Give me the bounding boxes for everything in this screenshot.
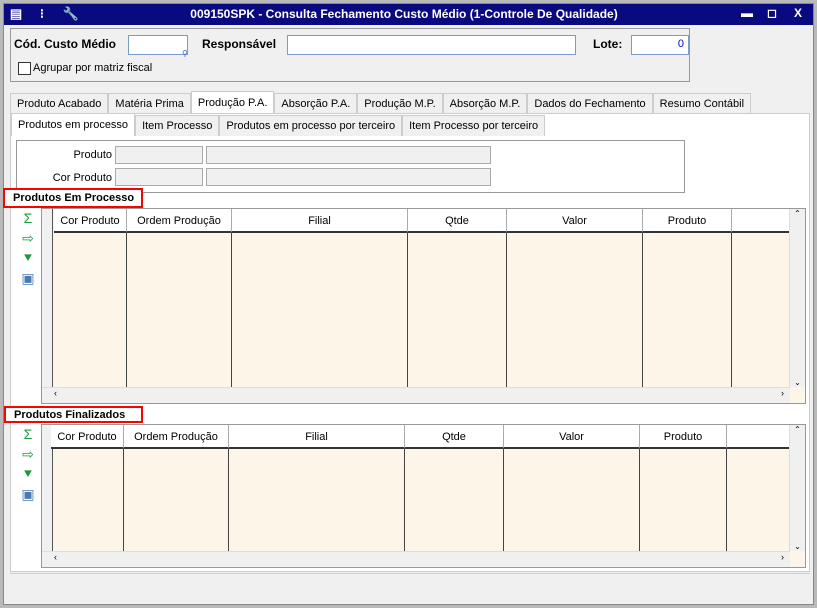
agrupar-label: Agrupar por matriz fiscal	[33, 62, 153, 74]
wrench-icon[interactable]: 🔧	[62, 6, 80, 21]
tab-5[interactable]: Absorção M.P.	[442, 93, 528, 114]
subtab-0[interactable]: Produtos em processo	[11, 113, 136, 136]
tab-6[interactable]: Dados do Fechamento	[527, 93, 653, 114]
column-header[interactable]: Ordem Produção	[124, 425, 229, 449]
subtab-3[interactable]: Item Processo por terceiro	[402, 115, 546, 136]
produto-desc-field[interactable]	[206, 146, 491, 164]
column-header[interactable]: Cor Produto	[54, 209, 127, 233]
lote-label: Lote:	[593, 37, 623, 51]
column-header[interactable]: Produto	[643, 209, 732, 233]
produto-label: Produto	[73, 149, 112, 161]
column-header-empty	[732, 209, 790, 233]
header-panel: Cód. Custo Médio ⚲ Responsável Lote: 0 A…	[10, 28, 690, 82]
tab-2[interactable]: Produção P.A.	[190, 91, 275, 114]
column-header[interactable]: Valor	[504, 425, 640, 449]
column-divider	[640, 449, 727, 551]
subtab-2[interactable]: Produtos em processo por terceiro	[219, 115, 403, 136]
download-icon[interactable]: ⯆	[22, 250, 34, 266]
tab-3[interactable]: Absorção P.A.	[274, 93, 358, 114]
export-icon[interactable]: ⇨	[22, 446, 34, 462]
responsavel-label: Responsável	[202, 37, 277, 51]
column-divider	[504, 449, 640, 551]
column-header[interactable]: Produto	[640, 425, 727, 449]
tab-1[interactable]: Matéria Prima	[108, 93, 191, 114]
cod-custo-label: Cód. Custo Médio	[14, 37, 116, 51]
close-button[interactable]: X	[793, 6, 802, 20]
maximize-button[interactable]: ◻	[767, 6, 777, 20]
column-divider	[54, 233, 127, 387]
row-indicator	[42, 425, 53, 551]
row-indicator	[42, 209, 53, 387]
image-icon[interactable]: ▣	[21, 486, 35, 502]
grid1-title: Produtos Em Processo	[3, 188, 143, 208]
cor-code-field[interactable]	[115, 168, 203, 186]
column-header[interactable]: Qtde	[408, 209, 507, 233]
window-title: 009150SPK - Consulta Fechamento Custo Mé…	[190, 7, 618, 21]
lote-input[interactable]: 0	[631, 35, 689, 55]
column-header[interactable]: Cor Produto	[51, 425, 124, 449]
column-header-empty	[727, 425, 790, 449]
minimize-button[interactable]: ▬	[741, 6, 753, 20]
horizontal-scrollbar[interactable]: ‹ ›	[42, 387, 790, 403]
grid2-title: Produtos Finalizados	[4, 406, 143, 423]
title-bar: ▤ ⁝ 🔧 009150SPK - Consulta Fechamento Cu…	[4, 4, 813, 25]
sum-icon[interactable]: Σ	[23, 426, 33, 442]
column-divider	[643, 233, 732, 387]
vertical-scrollbar[interactable]: ⌃ ⌄	[789, 425, 805, 551]
cod-custo-input[interactable]	[128, 35, 188, 55]
tab-0[interactable]: Produto Acabado	[10, 93, 109, 114]
cor-produto-label: Cor Produto	[52, 172, 112, 184]
grid2: Cor Produto Ordem Produção Filial Qtde Valor…	[41, 424, 806, 568]
filter-panel: Produto Cor Produto	[16, 140, 685, 193]
tab-4[interactable]: Produção M.P.	[357, 93, 443, 114]
tab-7[interactable]: Resumo Contábil	[652, 93, 752, 114]
cor-desc-field[interactable]	[206, 168, 491, 186]
column-divider	[232, 233, 408, 387]
search-icon[interactable]: ⚲	[182, 49, 188, 58]
produto-code-field[interactable]	[115, 146, 203, 164]
subtab-1[interactable]: Item Processo	[135, 115, 220, 136]
column-header[interactable]: Filial	[232, 209, 408, 233]
vertical-scrollbar[interactable]: ⌃ ⌄	[789, 209, 805, 387]
column-header[interactable]: Filial	[229, 425, 405, 449]
responsavel-input[interactable]	[287, 35, 576, 55]
column-divider	[127, 233, 232, 387]
status-bar	[10, 573, 810, 600]
column-divider	[405, 449, 504, 551]
column-divider	[229, 449, 405, 551]
traffic-light-icon[interactable]: ⁝	[39, 6, 45, 21]
column-divider	[507, 233, 643, 387]
sum-icon[interactable]: Σ	[23, 210, 33, 226]
agrupar-checkbox[interactable]	[18, 62, 31, 75]
column-divider	[51, 449, 124, 551]
column-header[interactable]: Ordem Produção	[127, 209, 232, 233]
menu-icon[interactable]: ▤	[9, 6, 23, 21]
download-icon[interactable]: ⯆	[22, 466, 34, 482]
export-icon[interactable]: ⇨	[22, 230, 34, 246]
image-icon[interactable]: ▣	[21, 270, 35, 286]
column-divider	[408, 233, 507, 387]
column-header[interactable]: Qtde	[405, 425, 504, 449]
grid1: Cor Produto Ordem Produção Filial Qtde Valor…	[41, 208, 806, 404]
column-header[interactable]: Valor	[507, 209, 643, 233]
horizontal-scrollbar[interactable]: ‹ ›	[42, 551, 790, 567]
column-divider	[124, 449, 229, 551]
